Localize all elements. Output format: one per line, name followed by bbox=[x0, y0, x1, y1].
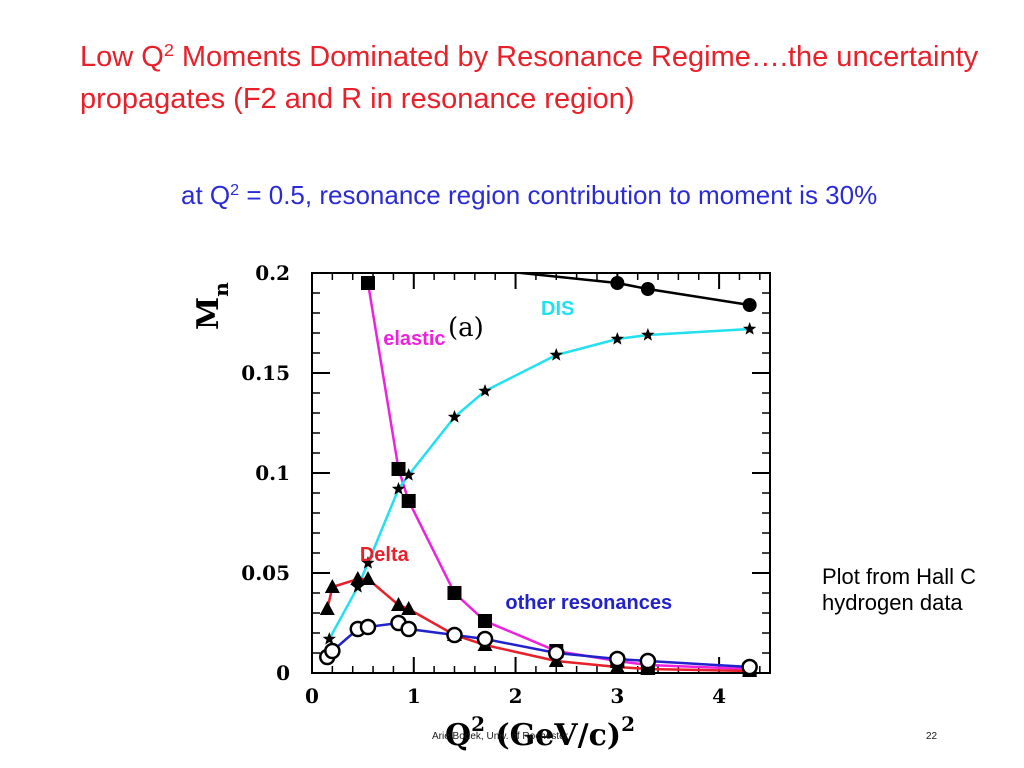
title-prefix: Low Q bbox=[80, 41, 164, 73]
x-tick-label: 3 bbox=[610, 684, 624, 708]
marker-total bbox=[742, 298, 757, 312]
marker-elastic bbox=[360, 276, 375, 290]
marker-dis bbox=[361, 556, 375, 569]
marker-dis bbox=[447, 410, 462, 423]
y-tick-label: 0.1 bbox=[255, 461, 290, 485]
subtitle-main: = 0.5, resonance region contribution to … bbox=[239, 180, 878, 210]
marker-total bbox=[610, 276, 625, 290]
slide-subtitle: at Q2 = 0.5, resonance region contributi… bbox=[181, 176, 901, 214]
marker-elastic bbox=[447, 586, 462, 600]
marker-elastic bbox=[391, 462, 406, 476]
marker-dis bbox=[402, 468, 416, 481]
marker-dis bbox=[322, 632, 336, 645]
x-tick-label: 4 bbox=[712, 684, 726, 708]
slide-title: Low Q2 Moments Dominated by Resonance Re… bbox=[80, 36, 980, 120]
x-tick-label: 2 bbox=[509, 684, 523, 708]
series-label-elastic: elastic bbox=[383, 328, 445, 350]
marker-elastic bbox=[478, 614, 493, 628]
x-axis-title: Q2 (GeV/c)2 bbox=[445, 712, 635, 753]
slide-number: 22 bbox=[926, 731, 938, 742]
marker-other-resonances bbox=[741, 658, 758, 676]
marker-total bbox=[640, 282, 655, 296]
series-label-delta: Delta bbox=[360, 544, 410, 566]
y-tick-label: 0.15 bbox=[241, 361, 290, 385]
marker-delta bbox=[401, 601, 417, 615]
title-superscript: 2 bbox=[163, 40, 174, 61]
marker-dis bbox=[391, 482, 406, 495]
panel-label: (a) bbox=[448, 313, 484, 343]
marker-delta bbox=[319, 601, 335, 615]
marker-other-resonances bbox=[548, 644, 565, 662]
series-markers bbox=[319, 276, 758, 677]
marker-other-resonances bbox=[476, 630, 494, 648]
marker-other-resonances bbox=[639, 652, 657, 670]
marker-other-resonances bbox=[446, 626, 463, 644]
marker-dis bbox=[478, 384, 492, 397]
series-label-dis: DIS bbox=[541, 298, 574, 320]
series-label-other-resonances: other resonances bbox=[505, 592, 672, 614]
marker-other-resonances bbox=[609, 650, 626, 668]
marker-other-resonances bbox=[359, 618, 377, 636]
subtitle-superscript: 2 bbox=[230, 181, 240, 200]
x-tick-label: 0 bbox=[305, 684, 319, 708]
y-tick-label: 0.2 bbox=[255, 261, 290, 285]
series-line-other-resonances bbox=[326, 621, 750, 669]
y-tick-label: 0 bbox=[276, 661, 290, 685]
marker-dis bbox=[610, 332, 624, 345]
subtitle-prefix: at Q bbox=[181, 180, 231, 210]
marker-dis bbox=[641, 328, 655, 341]
marker-delta bbox=[350, 571, 366, 585]
y-axis-title: Mn bbox=[191, 282, 233, 330]
marker-dis bbox=[549, 348, 563, 361]
chart-labels: 0 1 2 3 4 0 0.05 0.1 0.15 0.2 Q2 (GeV/c)2 Mn (a)elas… bbox=[191, 261, 726, 753]
marker-elastic bbox=[401, 494, 416, 508]
marker-delta bbox=[360, 571, 376, 585]
marker-other-resonances bbox=[324, 642, 341, 660]
marker-delta bbox=[391, 597, 407, 611]
footer-author: Arie Bodek, Univ. of Rochester bbox=[432, 731, 568, 742]
marker-other-resonances bbox=[400, 620, 417, 638]
y-tick-label: 0.05 bbox=[241, 561, 290, 585]
marker-dis bbox=[351, 580, 365, 593]
marker-dis bbox=[742, 322, 757, 335]
plot-source-note: Plot from Hall C hydrogen data bbox=[822, 564, 977, 615]
marker-delta bbox=[324, 579, 340, 593]
series-line-total bbox=[509, 273, 750, 307]
x-tick-label: 1 bbox=[407, 684, 421, 708]
title-main: Moments Dominated by Resonance Regime….t… bbox=[80, 41, 979, 115]
